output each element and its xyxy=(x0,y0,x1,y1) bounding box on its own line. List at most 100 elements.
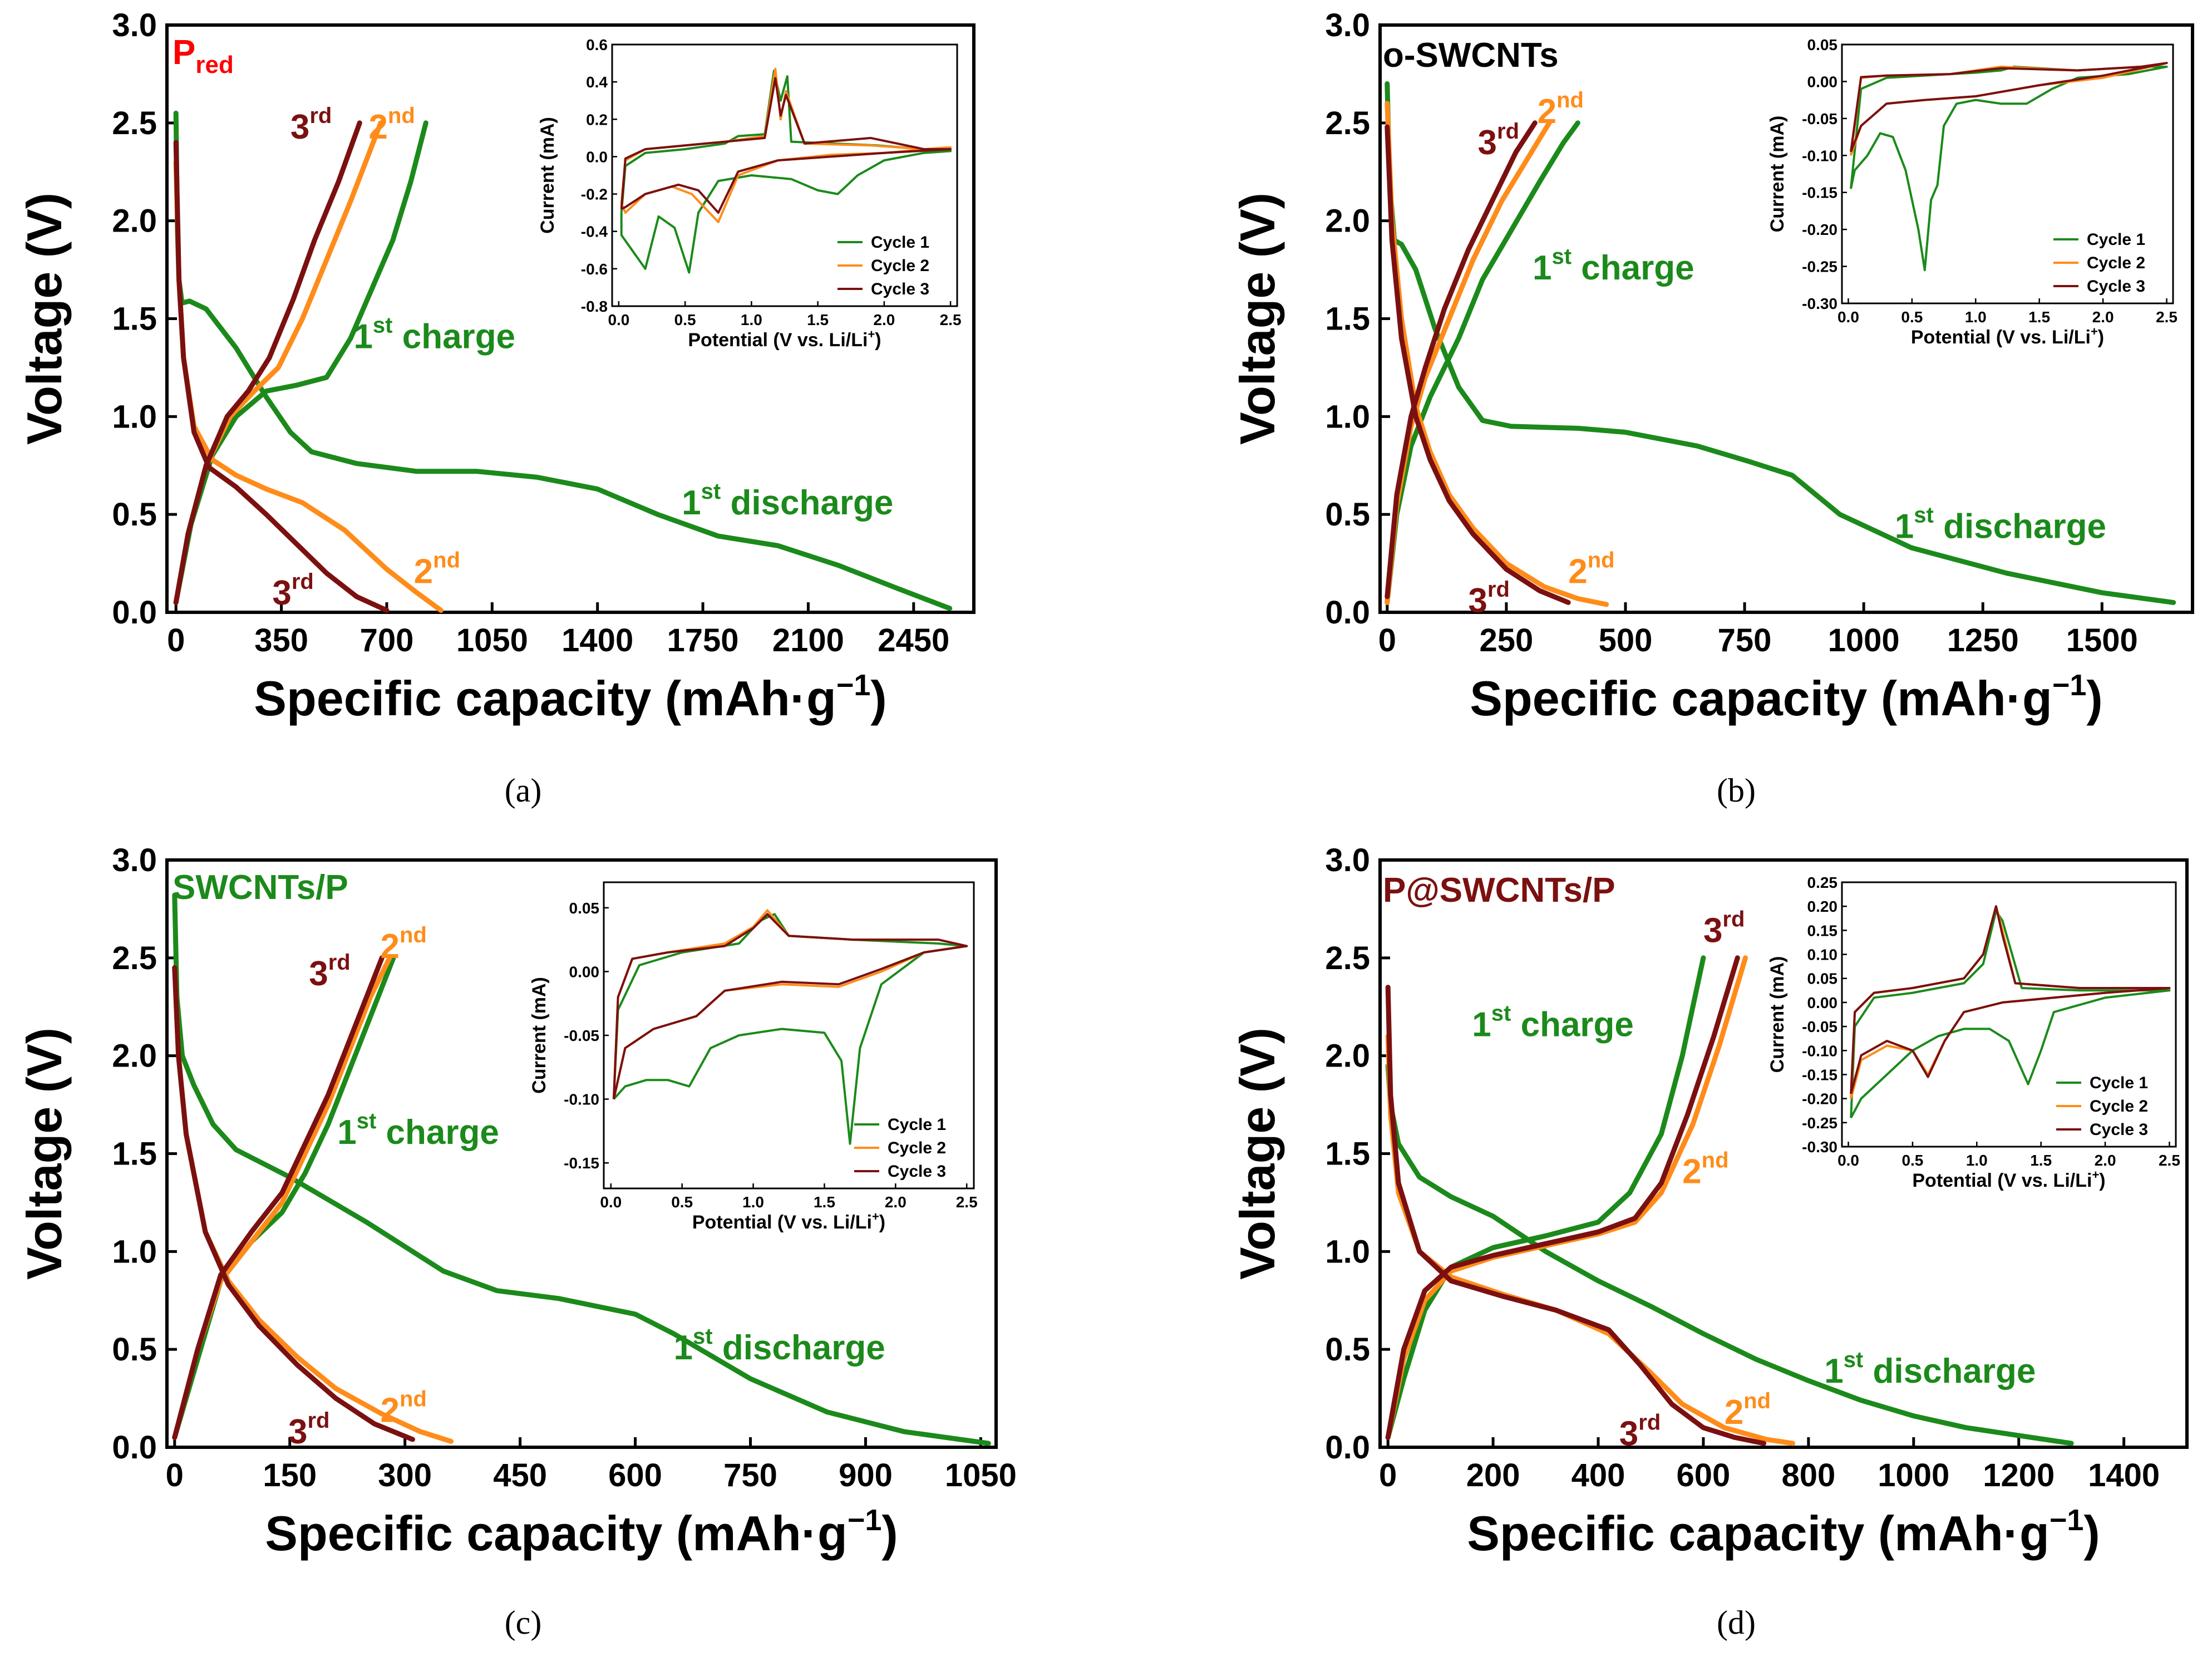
inset-x-label: Potential (V vs. Li/Li+) xyxy=(688,327,881,351)
panel-title: Pred xyxy=(173,33,234,78)
y-axis-label: Voltage (V) xyxy=(17,193,72,445)
annotation-text: charge xyxy=(393,317,516,356)
legend-label: Cycle 1 xyxy=(2087,230,2145,249)
annotation-base: 3 xyxy=(1468,582,1487,620)
x-tick-label: 0 xyxy=(1378,622,1396,659)
panel-caption: (b) xyxy=(1717,772,1756,809)
annotation-sup: nd xyxy=(388,104,415,128)
inset-x-label-sup: + xyxy=(868,327,875,341)
annotation-base: 3 xyxy=(1619,1414,1638,1453)
panel-a: 0.0 0.5 1.0 1.5 2.0 2.5 3.0 0 350 700 1050 1400 1750… xyxy=(17,7,976,809)
inset-series-line xyxy=(620,70,952,274)
panel-title-main: SWCNTs/P xyxy=(173,868,348,907)
annotation-sup: st xyxy=(1491,1001,1511,1026)
inset-y-tick-label: -0.05 xyxy=(1802,110,1837,127)
annotation-base: 3 xyxy=(290,108,309,146)
inset-y-tick-label: -0.30 xyxy=(1802,295,1837,312)
inset-y-tick-label: -0.10 xyxy=(564,1091,599,1108)
x-axis-label-sup: −1 xyxy=(836,669,871,702)
annotation-sup: st xyxy=(1914,503,1934,527)
annotation-base: 1 xyxy=(682,484,701,522)
panel-c: 0.0 0.5 1.0 1.5 2.0 2.5 3.0 0 150 300 450 600 750 900… xyxy=(17,842,1017,1641)
x-tick-label: 750 xyxy=(723,1457,777,1493)
x-axis-label-tail: ) xyxy=(2086,671,2102,726)
inset-x-label-tail: ) xyxy=(2098,327,2104,348)
x-axis-label: Specific capacity (mAh·g−1) xyxy=(254,669,886,726)
inset-y-tick-label: -0.30 xyxy=(1802,1138,1837,1156)
annotation-sup: st xyxy=(373,313,393,337)
inset-x-label-tail: ) xyxy=(2099,1170,2105,1191)
legend-label: Cycle 3 xyxy=(2090,1121,2148,1139)
annotation-base: 1 xyxy=(674,1329,693,1367)
annotation-base: 2 xyxy=(381,927,400,966)
series-line xyxy=(172,965,415,1442)
inset-x-label-sup: + xyxy=(872,1210,879,1223)
y-tick-label: 2.5 xyxy=(1325,105,1370,141)
inset-x-label: Potential (V vs. Li/Li+) xyxy=(1912,1168,2105,1191)
y-tick-label: 1.0 xyxy=(1325,1234,1370,1270)
y-tick-label: 0.0 xyxy=(1325,594,1370,631)
annotation-base: 2 xyxy=(1538,92,1556,131)
inset-y-tick-label: -0.15 xyxy=(1802,184,1837,202)
inset-cv: -0.30 -0.25 -0.20 -0.15 -0.10 -0.05 0.00 0.05 0.… xyxy=(1767,874,2180,1191)
x-axis-label: Specific capacity (mAh·g−1) xyxy=(1470,669,2102,726)
curve-annotation: 3rd xyxy=(1619,1410,1661,1453)
x-tick-label: 800 xyxy=(1781,1457,1835,1493)
panel-title-main: P@SWCNTs/P xyxy=(1383,871,1615,910)
inset-y-tick-label: 0.05 xyxy=(1807,36,1838,53)
x-tick-label: 0 xyxy=(166,1457,184,1493)
inset-cv: -0.15 -0.10 -0.05 0.00 0.05 0.0 0.5 1.0 1.5 2.0 2.… xyxy=(529,881,978,1233)
panel-title-main: P xyxy=(173,33,195,72)
panel-caption: (c) xyxy=(505,1604,542,1641)
x-axis-label-text: Specific capacity (mAh·g xyxy=(1467,1506,2050,1561)
x-axis-label-sup: −1 xyxy=(2050,1503,2084,1537)
legend-label: Cycle 2 xyxy=(871,257,929,275)
x-tick-label: 1400 xyxy=(561,622,633,659)
annotation-base: 1 xyxy=(1895,507,1914,546)
x-tick-label: 350 xyxy=(254,622,308,659)
x-tick-label: 1000 xyxy=(1878,1457,1949,1493)
annotation-text: discharge xyxy=(713,1329,885,1367)
inset-x-label-text: Potential (V vs. Li/Li xyxy=(692,1212,872,1233)
inset-x-tick-label: 0.5 xyxy=(1901,1152,1923,1169)
x-tick-label: 400 xyxy=(1571,1457,1625,1493)
inset-y-tick-label: 0.10 xyxy=(1807,946,1838,964)
x-axis-label-text: Specific capacity (mAh·g xyxy=(254,671,836,726)
y-tick-label: 0.5 xyxy=(112,1331,157,1368)
x-tick-label: 1200 xyxy=(1983,1457,2055,1493)
x-axis-label-sup: −1 xyxy=(2052,669,2087,702)
y-tick-label: 0.5 xyxy=(1325,497,1370,533)
inset-y-tick-label: 0.4 xyxy=(586,73,608,91)
x-tick-label: 1050 xyxy=(456,622,528,659)
series-line xyxy=(1385,120,1538,599)
legend-label: Cycle 2 xyxy=(2087,254,2145,272)
x-tick-label: 1500 xyxy=(2066,622,2138,659)
y-tick-label: 2.0 xyxy=(112,203,157,239)
inset-x-tick-label: 1.5 xyxy=(814,1193,835,1211)
annotation-text: discharge xyxy=(1934,507,2106,546)
panel-d: 0.00.51.01.52.02.53.00 200 400 600 800 1000 12… xyxy=(1230,842,2189,1641)
curve-annotation: 1st charge xyxy=(1533,244,1694,287)
annotation-sup: rd xyxy=(307,1408,329,1433)
x-axis-label-sup: −1 xyxy=(848,1503,882,1537)
panel-b: 0.0 0.5 1.0 1.5 2.0 2.5 3.0 0 250 500 750 1000 1250 1… xyxy=(1230,7,2194,809)
annotation-base: 3 xyxy=(1478,124,1497,162)
annotation-text: discharge xyxy=(721,484,893,522)
y-tick-label: 2.5 xyxy=(1325,940,1370,976)
annotation-text: charge xyxy=(376,1113,499,1152)
y-tick-label: 1.0 xyxy=(112,1234,157,1270)
panel-caption: (d) xyxy=(1717,1604,1756,1641)
annotation-sup: st xyxy=(701,479,721,504)
x-axis-label-tail: ) xyxy=(870,671,886,726)
inset-x-label-sup: + xyxy=(2092,1168,2099,1182)
inset-x-tick-label: 0.5 xyxy=(674,311,696,328)
x-tick-label: 600 xyxy=(608,1457,662,1493)
series-line xyxy=(172,965,454,1444)
inset-frame xyxy=(603,881,975,1190)
x-tick-label: 250 xyxy=(1480,622,1534,659)
curve-annotation: 1st discharge xyxy=(1895,503,2106,546)
inset-x-tick-label: 1.0 xyxy=(1965,308,1987,326)
curve-annotation: 3rd xyxy=(290,104,332,146)
annotation-sup: nd xyxy=(400,1387,427,1411)
panel-title: SWCNTs/P xyxy=(173,868,348,907)
